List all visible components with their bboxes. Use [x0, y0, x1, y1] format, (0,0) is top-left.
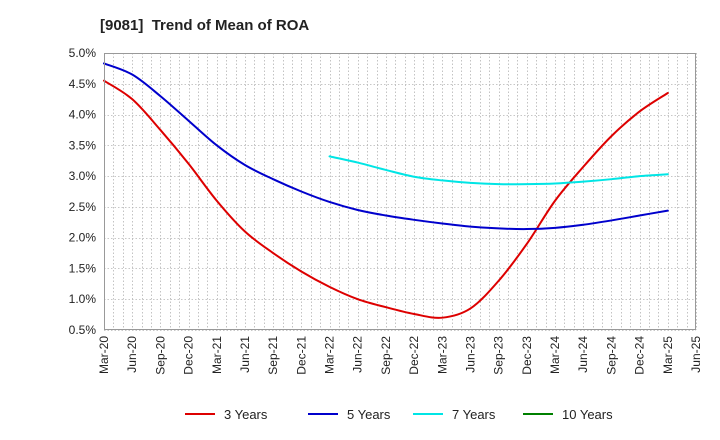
plot-frame	[104, 53, 696, 330]
x-tick-label: Mar-23	[435, 336, 449, 374]
x-tick-label: Jun-24	[576, 336, 590, 373]
series-line-7-years	[328, 155, 669, 186]
x-tick-label: Jun-20	[125, 336, 139, 373]
x-tick-label: Jun-21	[238, 336, 252, 373]
legend: 3 Years 5 Years 7 Years 10 Years	[185, 407, 613, 422]
legend-label-10-years: 10 Years	[562, 407, 613, 422]
y-tick-label: 2.0%	[69, 231, 97, 245]
x-tick-label: Jun-22	[351, 336, 365, 373]
grid	[104, 53, 697, 331]
series-layer	[103, 62, 669, 319]
y-tick-label: 1.0%	[69, 292, 97, 306]
plot-area	[104, 53, 696, 330]
y-tick-label: 3.0%	[69, 169, 97, 183]
x-tick-label: Jun-23	[463, 336, 477, 373]
y-tick-label: 5.0%	[69, 46, 97, 60]
x-tick-label: Mar-22	[323, 336, 337, 374]
y-tick-label: 2.5%	[69, 200, 97, 214]
legend-label-3-years: 3 Years	[224, 407, 268, 422]
series-line-3-years	[103, 79, 669, 319]
y-tick-label: 1.5%	[69, 261, 97, 275]
chart-title: [9081] Trend of Mean of ROA	[100, 17, 309, 34]
axes: 0.5% 1.0% 1.5% 2.0% 2.5% 3.0% 3.5% 4.0% 4.5% 5.0%…	[69, 46, 703, 375]
x-tick-label: Mar-21	[210, 336, 224, 374]
x-tick-label: Mar-20	[97, 336, 111, 374]
x-tick-label: Sep-22	[379, 336, 393, 375]
series-line-5-years	[103, 62, 669, 231]
x-tick-label: Dec-24	[633, 336, 647, 375]
x-tick-label: Dec-22	[407, 336, 421, 375]
y-tick-label: 4.0%	[69, 108, 97, 122]
x-tick-label: Dec-20	[182, 336, 196, 375]
y-tick-label: 4.5%	[69, 77, 97, 91]
legend-label-7-years: 7 Years	[452, 407, 496, 422]
x-tick-label: Sep-24	[604, 336, 618, 375]
legend-label-5-years: 5 Years	[347, 407, 391, 422]
x-tick-label: Mar-25	[661, 336, 675, 374]
x-tick-label: Mar-24	[548, 336, 562, 374]
x-tick-label: Sep-20	[153, 336, 167, 375]
x-tick-label: Jun-25	[689, 336, 703, 373]
x-tick-label: Dec-23	[520, 336, 534, 375]
y-tick-label: 3.5%	[69, 138, 97, 152]
x-tick-label: Sep-23	[492, 336, 506, 375]
x-tick-label: Dec-21	[294, 336, 308, 375]
y-tick-label: 0.5%	[69, 323, 97, 337]
x-tick-label: Sep-21	[266, 336, 280, 375]
